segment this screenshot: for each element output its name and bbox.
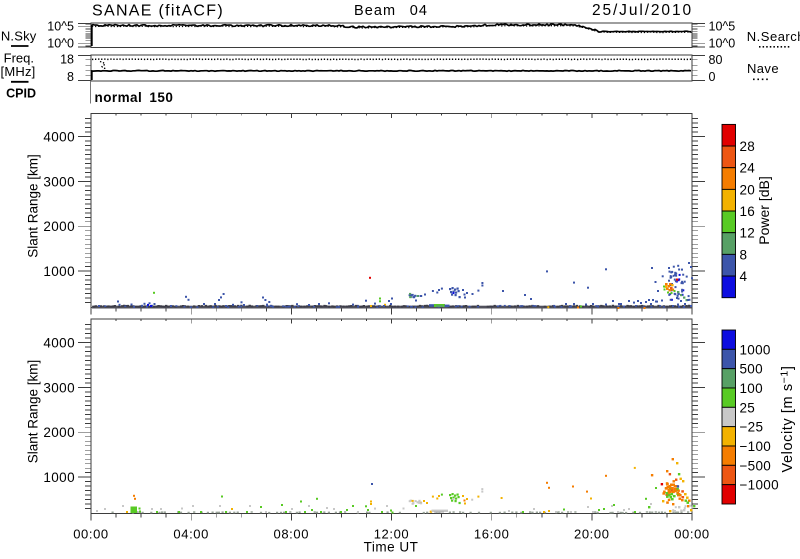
svg-text:N.Sky: N.Sky bbox=[1, 29, 37, 44]
svg-text:20:00: 20:00 bbox=[574, 527, 610, 542]
svg-text:Time UT: Time UT bbox=[364, 540, 419, 555]
svg-text:Nave: Nave bbox=[747, 61, 779, 76]
svg-text:12: 12 bbox=[740, 226, 756, 241]
svg-text:4000: 4000 bbox=[43, 335, 75, 350]
svg-text:25: 25 bbox=[740, 400, 756, 415]
svg-text:10^0: 10^0 bbox=[709, 36, 736, 50]
svg-text:−1000: −1000 bbox=[740, 478, 779, 493]
svg-text:N.Search: N.Search bbox=[747, 29, 800, 44]
svg-text:24: 24 bbox=[740, 161, 756, 176]
svg-text:SANAE (fitACF): SANAE (fitACF) bbox=[92, 3, 224, 20]
svg-text:28: 28 bbox=[740, 139, 756, 154]
svg-text:3000: 3000 bbox=[43, 380, 75, 395]
svg-text:2000: 2000 bbox=[43, 219, 75, 234]
svg-text:10^5: 10^5 bbox=[709, 20, 736, 34]
svg-text:00:00: 00:00 bbox=[674, 527, 710, 542]
svg-text:8: 8 bbox=[67, 70, 74, 84]
svg-text:08:00: 08:00 bbox=[274, 527, 310, 542]
svg-text:−25: −25 bbox=[740, 420, 764, 435]
svg-text:3000: 3000 bbox=[43, 174, 75, 189]
svg-text:100: 100 bbox=[740, 381, 763, 396]
svg-text:[MHz]: [MHz] bbox=[1, 64, 36, 79]
svg-text:25/Jul/2010: 25/Jul/2010 bbox=[592, 2, 693, 19]
svg-text:normal 150: normal 150 bbox=[95, 90, 174, 105]
svg-text:80: 80 bbox=[709, 53, 723, 67]
svg-text:10^5: 10^5 bbox=[47, 20, 74, 34]
svg-text:4000: 4000 bbox=[43, 129, 75, 144]
svg-text:04:00: 04:00 bbox=[173, 527, 209, 542]
svg-text:1000: 1000 bbox=[43, 264, 75, 279]
svg-text:Freq.: Freq. bbox=[4, 51, 34, 66]
svg-text:10^0: 10^0 bbox=[47, 36, 74, 50]
svg-text:1000: 1000 bbox=[43, 470, 75, 485]
svg-text:16: 16 bbox=[740, 204, 756, 219]
svg-text:12:00: 12:00 bbox=[374, 527, 410, 542]
svg-text:−100: −100 bbox=[740, 439, 772, 454]
svg-text:Power [dB]: Power [dB] bbox=[756, 176, 772, 244]
svg-text:CPID: CPID bbox=[6, 87, 36, 101]
svg-text:16:00: 16:00 bbox=[474, 527, 510, 542]
svg-text:500: 500 bbox=[740, 362, 763, 377]
svg-text:2000: 2000 bbox=[43, 425, 75, 440]
svg-text:−500: −500 bbox=[740, 458, 772, 473]
svg-text:Velocity [m s−1]: Velocity [m s−1] bbox=[779, 366, 797, 473]
svg-text:Slant Range [km]: Slant Range [km] bbox=[26, 360, 41, 464]
svg-text:4: 4 bbox=[740, 269, 748, 284]
svg-text:20: 20 bbox=[740, 182, 756, 197]
svg-text:Slant Range [km]: Slant Range [km] bbox=[26, 154, 41, 258]
svg-text:00:00: 00:00 bbox=[73, 527, 109, 542]
svg-text:1000: 1000 bbox=[740, 342, 771, 357]
svg-text:18: 18 bbox=[60, 53, 74, 67]
svg-text:Beam 04: Beam 04 bbox=[354, 3, 428, 19]
svg-text:0: 0 bbox=[709, 70, 716, 84]
svg-text:8: 8 bbox=[740, 247, 748, 262]
